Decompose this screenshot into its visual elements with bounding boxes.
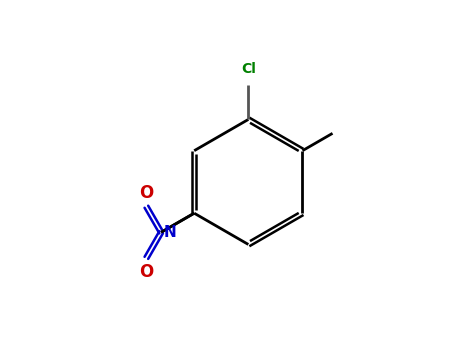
Text: N: N bbox=[164, 225, 177, 240]
Text: O: O bbox=[139, 183, 153, 202]
Text: O: O bbox=[139, 263, 153, 281]
Text: Cl: Cl bbox=[241, 62, 256, 76]
